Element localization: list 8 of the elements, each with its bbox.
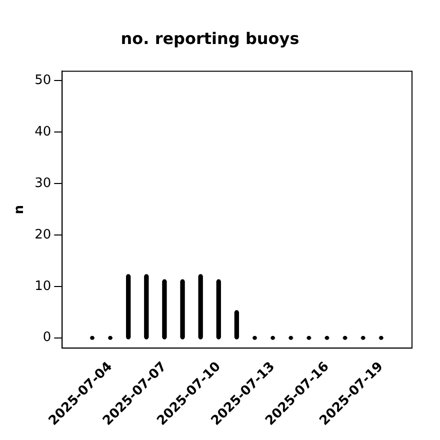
y-tick-label: 20 bbox=[34, 227, 52, 242]
y-tick-label: 10 bbox=[34, 278, 52, 294]
y-axis-title: n bbox=[12, 205, 28, 214]
y-tick-label: 30 bbox=[34, 176, 52, 191]
y-tick-label: 0 bbox=[42, 330, 52, 346]
y-tick-label: 50 bbox=[34, 72, 52, 88]
y-tick-label: 40 bbox=[34, 124, 52, 140]
chart-title: no. reporting buoys bbox=[120, 28, 300, 48]
